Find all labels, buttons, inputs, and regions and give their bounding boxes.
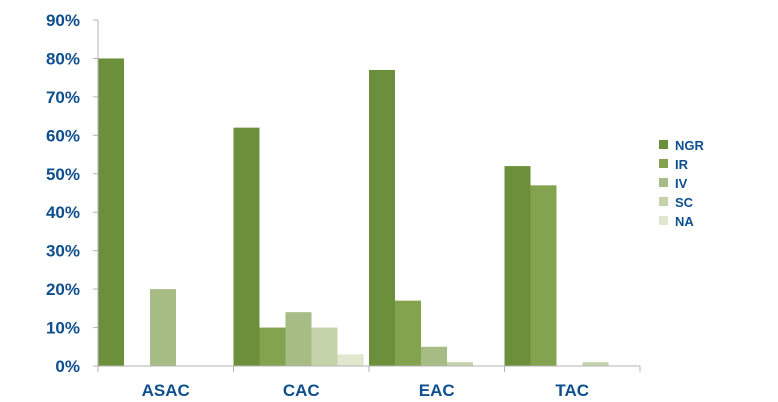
y-tick-label: 90% [46, 11, 80, 30]
y-tick-label: 20% [46, 280, 80, 299]
y-tick-label: 80% [46, 49, 80, 68]
x-category-label: TAC [555, 381, 589, 400]
legend-label: IR [675, 157, 689, 172]
bar-ir-tac [530, 185, 557, 366]
y-tick-label: 70% [46, 88, 80, 107]
y-tick-label: 0% [55, 357, 80, 376]
legend-label: SC [675, 195, 694, 210]
y-tick-label: 10% [46, 319, 80, 338]
legend-label: NA [675, 214, 694, 229]
bar-ngr-eac [369, 69, 395, 366]
y-axis-ticks: 0% 10% 20% 30% 40% 50% 60% 70% 80% 90% [46, 11, 98, 376]
x-category-label: EAC [419, 381, 455, 400]
y-tick-label: 60% [46, 126, 80, 145]
bar-sc-cac [311, 327, 338, 366]
legend-swatch [659, 140, 668, 149]
bar-iv-eac [421, 346, 447, 366]
bar-na-cac [337, 354, 364, 366]
bar-iv-cac [285, 312, 312, 366]
bars [98, 58, 609, 367]
bar-ngr-cac [233, 127, 260, 367]
y-tick-label: 40% [46, 203, 80, 222]
bar-iv-asac [150, 289, 176, 366]
legend-swatch [659, 197, 668, 206]
x-axis-ticks: ASAC CAC EAC TAC [97, 366, 641, 400]
legend-swatch [659, 178, 668, 187]
bar-ngr-tac [504, 166, 531, 366]
legend-swatch [659, 159, 668, 168]
legend-label: IV [675, 176, 688, 191]
x-category-label: CAC [283, 381, 320, 400]
y-tick-label: 50% [46, 165, 80, 184]
bar-ir-eac [395, 300, 421, 366]
bar-sc-eac [447, 362, 473, 366]
legend-label: NGR [675, 138, 705, 153]
x-category-label: ASAC [142, 381, 190, 400]
bar-ngr-asac [98, 58, 124, 366]
legend: NGR IR IV SC NA [659, 138, 705, 229]
legend-swatch [659, 216, 668, 225]
bar-ir-cac [259, 327, 286, 366]
y-tick-label: 30% [46, 242, 80, 261]
bar-sc-tac [582, 362, 609, 366]
